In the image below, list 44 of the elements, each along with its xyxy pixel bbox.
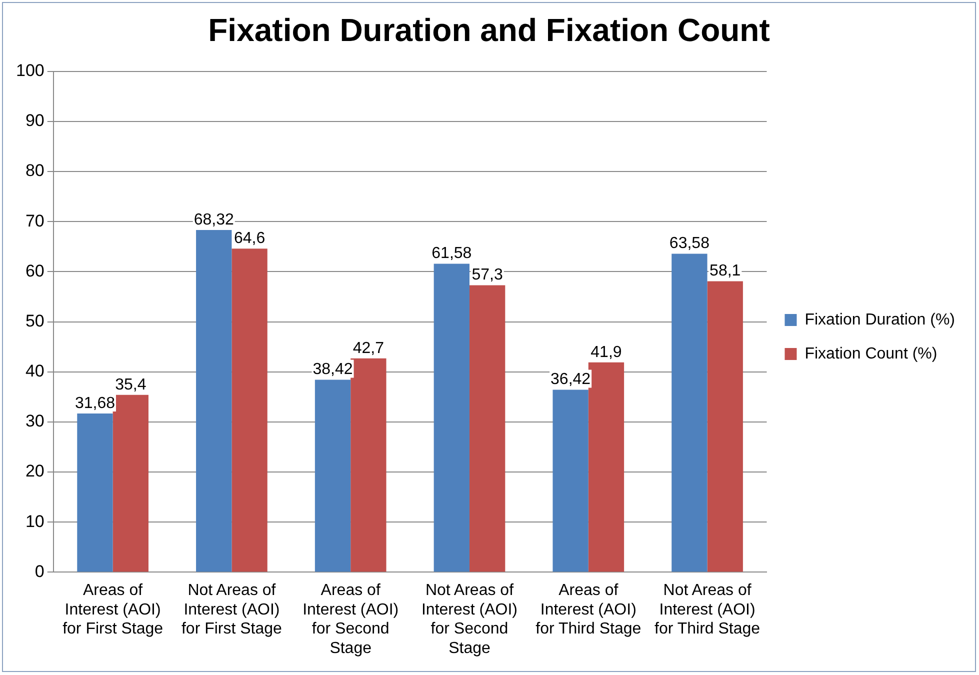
data-label: 63,58 — [669, 235, 710, 252]
x-tick-label: Not Areas of Interest (AOI) for First Stage — [181, 582, 282, 638]
y-tick-label: 30 — [25, 412, 44, 431]
y-tick-label: 100 — [16, 61, 44, 80]
y-tick-label: 90 — [25, 111, 44, 130]
bar — [672, 254, 708, 572]
y-tick-label: 10 — [25, 512, 44, 531]
data-label: 58,1 — [710, 262, 741, 280]
y-tick-label: 20 — [25, 462, 44, 481]
data-label: 31,68 — [74, 394, 116, 412]
y-tick-label: 70 — [25, 211, 44, 230]
data-label: 57,3 — [472, 266, 503, 284]
x-tick-label: Areas of Interest (AOI) for Third Stage — [536, 582, 642, 638]
bar — [434, 264, 470, 572]
y-tick-label: 60 — [25, 261, 44, 280]
y-tick-label: 80 — [25, 161, 44, 180]
y-tick-label: 0 — [34, 562, 44, 581]
bar — [707, 281, 743, 572]
data-label: 41,9 — [590, 344, 622, 361]
bar — [112, 394, 148, 572]
data-label: 38,42 — [312, 361, 353, 378]
bar — [196, 230, 232, 572]
data-label: 68,32 — [194, 211, 234, 228]
legend-label: Fixation Count (%) — [804, 345, 938, 362]
bar — [77, 414, 113, 572]
x-tick-label: Not Areas of Interest (AOI) for Third Stage — [654, 582, 760, 638]
bar — [552, 390, 588, 572]
y-tick-label: 40 — [25, 362, 44, 381]
bar — [314, 380, 351, 572]
x-tick-label: Areas of Interest (AOI) for First Stage — [62, 582, 164, 638]
data-label: 61,58 — [432, 245, 472, 262]
data-label: 36,42 — [550, 371, 591, 388]
legend-label: Fixation Duration (%) — [804, 311, 956, 328]
bar — [588, 362, 624, 572]
data-label: 42,7 — [352, 340, 384, 357]
x-tick-label: Areas of Interest (AOI) for Second Stage — [302, 582, 399, 657]
bar — [350, 358, 386, 572]
x-tick-label: Not Areas of Interest (AOI) for Second Stage — [421, 582, 518, 657]
y-tick-label: 50 — [25, 311, 44, 330]
data-label: 64,6 — [234, 230, 266, 248]
bar — [469, 285, 506, 572]
data-label: 35,4 — [115, 376, 146, 394]
chart-title: Fixation Duration and Fixation Count — [208, 12, 770, 48]
bar — [232, 248, 268, 572]
